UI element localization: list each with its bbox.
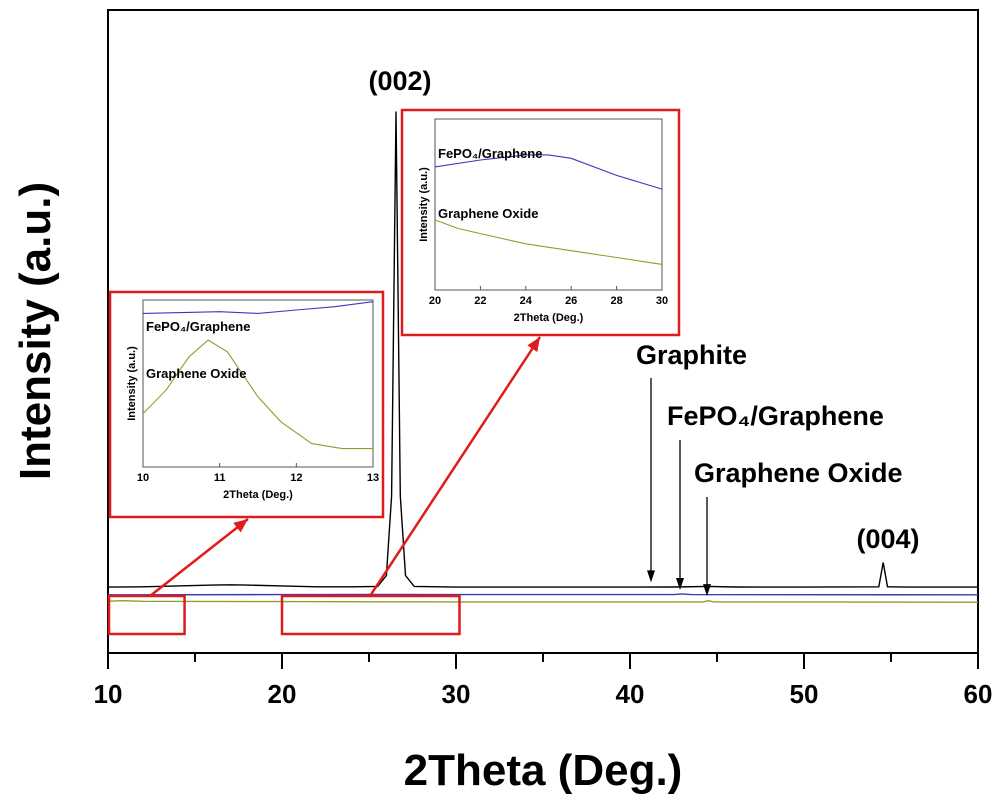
inset-x-tick-label: 28 [610, 295, 622, 307]
inset-x-tick-label: 30 [656, 295, 668, 307]
insets-group: 10 11 12 13 2Theta (Deg.) Intensity (a.u.) FeP… [108, 108, 681, 519]
inset-x-tick-label: 12 [290, 472, 302, 484]
x-tick-label: 60 [964, 679, 993, 709]
annotation-label: FePO₄/Graphene [667, 401, 884, 431]
highlight-boxes [107, 336, 542, 636]
x-tick-label: 20 [268, 679, 297, 709]
inset-border [108, 290, 385, 519]
annotation-label: Graphite [636, 340, 747, 370]
inset-series-label: FePO₄/Graphene [438, 146, 542, 161]
x-axis: 10 20 30 40 50 60 [94, 652, 993, 709]
y-axis-title: Intensity (a.u.) [11, 182, 60, 480]
inset-series-line-fepo4 [142, 301, 374, 314]
inset-x-tick-label: 10 [137, 472, 149, 484]
inset-series-label: Graphene Oxide [146, 366, 246, 381]
inset-x-tick-label: 22 [474, 295, 486, 307]
zoom-arrow-line [149, 518, 249, 597]
series-line-fepo4 [107, 593, 979, 596]
main-series-group [107, 111, 979, 603]
inset-x-axis-title: 2Theta (Deg.) [514, 312, 584, 324]
annotations-group: Graphite FePO₄/Graphene Graphene Oxide [636, 340, 903, 597]
inset-border [400, 108, 681, 337]
zoom-arrow-head [233, 519, 248, 533]
inset-series-line-go [142, 339, 373, 450]
x-tick-label: 10 [94, 679, 123, 709]
inset-y-axis-title: Intensity (a.u.) [418, 167, 430, 242]
inset-plot-frame [142, 299, 374, 468]
annotation-arrow-head [703, 584, 711, 597]
inset-x-tick-label: 26 [565, 295, 577, 307]
inset-x-tick-label: 11 [214, 472, 226, 484]
inset-x-tick-label: 13 [367, 472, 379, 484]
annotation-arrow-head [676, 578, 684, 591]
zoom-arrow-line [368, 336, 542, 597]
x-axis-title: 2Theta (Deg.) [404, 746, 683, 795]
series-line-go [107, 599, 979, 603]
series-line-graphite [107, 111, 978, 588]
annotation-arrow-head [647, 570, 655, 583]
highlight-box [107, 594, 186, 636]
inset-series-label: Graphene Oxide [438, 206, 538, 221]
inset-series-line-go [434, 219, 663, 265]
inset-series-label: FePO₄/Graphene [146, 319, 250, 334]
x-tick-label: 40 [616, 679, 645, 709]
peak-label-004: (004) [856, 524, 919, 554]
inset-2: 20 22 24 26 28 30 2Theta (Deg.) Intensity (a.u.… [400, 108, 681, 337]
inset-x-axis-title: 2Theta (Deg.) [223, 489, 293, 501]
x-tick-label: 30 [442, 679, 471, 709]
inset-x-tick-label: 20 [429, 295, 441, 307]
inset-y-axis-title: Intensity (a.u.) [126, 346, 138, 421]
inset-x-tick-label: 24 [520, 295, 533, 307]
inset-1: 10 11 12 13 2Theta (Deg.) Intensity (a.u.) FeP… [108, 290, 385, 519]
annotation-label: Graphene Oxide [694, 458, 903, 488]
inset-series-line-fepo4 [434, 154, 663, 190]
zoom-arrow-head [527, 337, 540, 352]
peak-label-002: (002) [368, 66, 431, 96]
inset-plot-frame [434, 118, 663, 291]
x-tick-label: 50 [790, 679, 819, 709]
